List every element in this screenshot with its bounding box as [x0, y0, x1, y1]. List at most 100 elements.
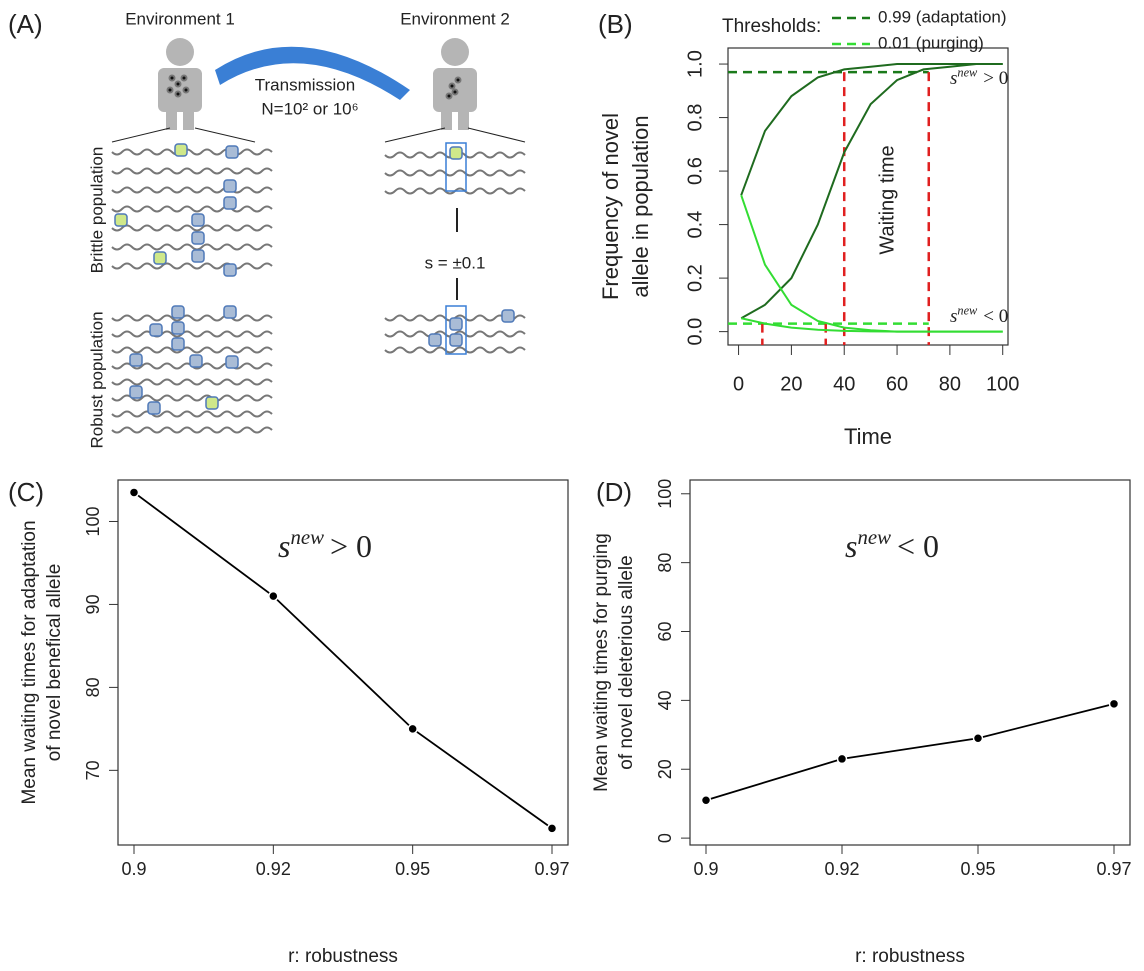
annotation: snew > 0	[950, 65, 1008, 89]
genome	[111, 148, 273, 156]
panel-label: (B)	[598, 9, 633, 39]
plot-frame	[689, 479, 1131, 846]
genome	[384, 169, 526, 177]
x-axis-title: Time	[844, 424, 892, 449]
x-tick-label: 0.97	[1096, 859, 1131, 879]
genome	[111, 426, 273, 434]
series-line	[705, 702, 1115, 802]
genome	[111, 410, 273, 418]
cell	[174, 90, 182, 98]
zoom-lines	[111, 127, 526, 300]
mutation	[171, 321, 185, 335]
x-tick-label: 80	[939, 373, 961, 395]
y-tick-label: 100	[655, 479, 675, 509]
genomes	[111, 74, 526, 434]
annotation-sup: new	[857, 526, 891, 549]
x-axis-title: r: robustness	[288, 946, 398, 967]
x-tick-label: 20	[780, 373, 802, 395]
mutation	[205, 396, 219, 410]
data-point	[546, 823, 558, 834]
y-tick-label: 1.0	[684, 50, 706, 78]
cell	[174, 80, 182, 88]
annotation-base: s	[950, 306, 957, 327]
x-tick-label: 0.92	[824, 859, 859, 879]
y-axis-title: of novel deleterious allele	[616, 555, 637, 769]
mutation	[449, 146, 463, 160]
annotation-sup: new	[290, 526, 324, 549]
y-tick-label: 40	[655, 690, 675, 710]
selection-label: s = ±0.1	[425, 253, 486, 272]
annotation-rest: > 0	[983, 68, 1008, 89]
genome	[111, 394, 273, 402]
y-tick-label: 0.0	[684, 318, 706, 346]
mutation	[225, 355, 239, 369]
x-tick-label: 40	[833, 373, 855, 395]
genome	[111, 346, 273, 354]
cell	[454, 76, 462, 84]
plot-frame	[727, 47, 1009, 346]
y-axis-title: Mean waiting times for adaptation	[19, 520, 40, 804]
mutation	[449, 333, 463, 347]
data-point	[1108, 698, 1120, 710]
y-tick-label: 0.2	[684, 264, 706, 292]
x-axis-title: r: robustness	[855, 946, 965, 967]
mutation	[114, 213, 128, 227]
mutation	[171, 305, 185, 319]
y-tick-label: 90	[83, 594, 103, 614]
genome	[111, 314, 273, 322]
y-axis-title: Mean waiting times for purging	[591, 533, 612, 792]
mutation	[223, 196, 237, 210]
x-tick-label: 0.97	[534, 859, 569, 879]
x-tick-label: 100	[986, 373, 1019, 395]
y-tick-label: 20	[655, 759, 675, 779]
transmission-arrow	[215, 46, 410, 100]
data-point	[836, 753, 848, 765]
panel-label: (D)	[596, 477, 632, 507]
highlight	[445, 142, 467, 192]
genome	[111, 243, 273, 251]
cell	[448, 82, 456, 90]
mutation	[223, 179, 237, 193]
y-axis-title: of novel benefical allele	[44, 564, 65, 762]
annotation-rest: > 0	[330, 528, 372, 564]
mutation	[225, 145, 239, 159]
x-tick-label: 0.92	[256, 859, 291, 879]
y-tick-label: 70	[83, 760, 103, 780]
genome	[111, 224, 273, 232]
annotation-base: s	[845, 528, 857, 564]
y-tick-label: 0	[655, 833, 675, 843]
environment-label: Environment 2	[400, 9, 510, 28]
y-tick-label: 100	[83, 506, 103, 536]
mutation	[189, 354, 203, 368]
cell	[166, 86, 174, 94]
waiting-label: Waiting time	[876, 145, 898, 254]
legend-label: 0.99 (adaptation)	[878, 7, 1007, 26]
legend-title: Thresholds:	[722, 16, 821, 37]
data-point	[407, 723, 418, 735]
annotation-rest: < 0	[983, 306, 1008, 327]
population-label: Brittle population	[87, 147, 106, 274]
annotation-base: s	[278, 528, 290, 564]
cell	[182, 86, 190, 94]
data-point	[700, 794, 712, 806]
panel-label: (A)	[8, 9, 43, 39]
mutation	[191, 231, 205, 245]
genome	[111, 167, 273, 175]
mutation	[223, 305, 237, 319]
data-point	[972, 733, 984, 744]
x-tick-label: 0.9	[121, 859, 146, 879]
x-tick-label: 60	[886, 373, 908, 395]
mutation	[191, 213, 205, 227]
data-point	[268, 590, 279, 602]
series-line	[740, 63, 1003, 320]
mutation	[149, 323, 163, 337]
x-tick-label: 0	[733, 373, 744, 395]
annotation: snew < 0	[845, 526, 939, 565]
cell	[451, 88, 459, 96]
annotation-sup: new	[957, 303, 978, 317]
annotation: snew > 0	[278, 526, 372, 565]
environment-label: Environment 1	[125, 9, 235, 28]
population-label: Robust population	[87, 311, 106, 448]
mutation	[449, 317, 463, 331]
genome	[111, 378, 273, 386]
